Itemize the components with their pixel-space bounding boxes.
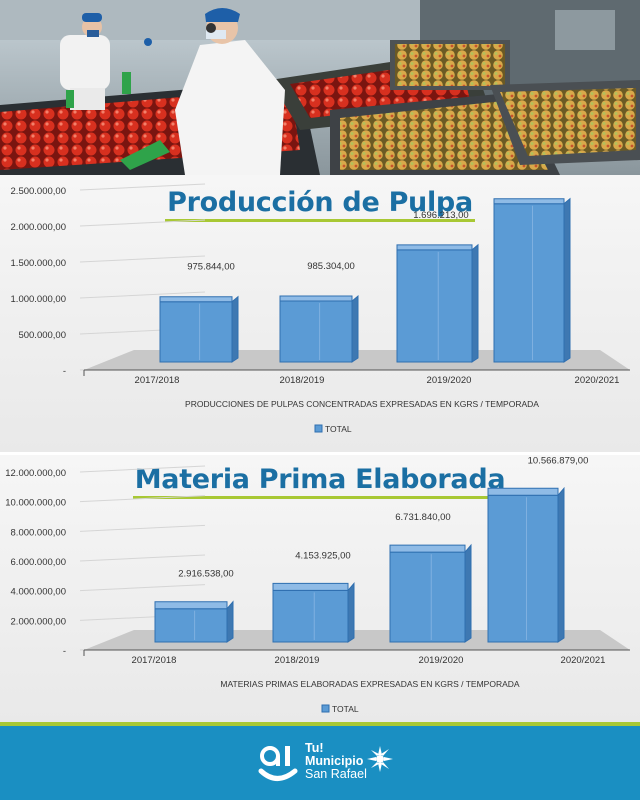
bar-side	[557, 486, 565, 643]
bar-side	[231, 295, 239, 363]
bar-top	[396, 244, 473, 251]
x-axis-title: PRODUCCIONES DE PULPAS CONCENTRADAS EXPR…	[185, 399, 539, 409]
bar-top	[487, 487, 559, 496]
legend-label: TOTAL	[332, 704, 359, 714]
bar-side	[471, 243, 479, 363]
y-tick-label: -	[63, 646, 66, 657]
x-category-label: 2019/2020	[427, 375, 472, 386]
x-category-label: 2020/2021	[575, 375, 620, 386]
gridline	[79, 465, 206, 473]
bar-top	[279, 295, 353, 302]
x-category-label: 2020/2021	[561, 655, 606, 666]
bar-side	[563, 197, 571, 363]
chart-panel-materia: Materia Prima Elaborada - 2.000.000,00 4.0…	[0, 455, 640, 723]
data-label: 10.566.879,00	[528, 455, 589, 466]
bar-front	[396, 249, 473, 363]
x-category-label: 2019/2020	[419, 655, 464, 666]
logo-line-2: Municipio	[305, 754, 364, 768]
bar-side	[226, 600, 234, 643]
data-label: 4.153.925,00	[295, 550, 350, 561]
bar-chart-materia: - 2.000.000,00 4.000.000,00 6.000.000,00 8.0…	[5, 455, 630, 714]
x-category-label: 2018/2019	[280, 375, 325, 386]
bar-top	[272, 582, 349, 591]
data-label: 985.304,00	[307, 261, 355, 272]
y-tick-label: 1.000.000,00	[11, 294, 66, 305]
bar-side	[351, 294, 359, 363]
y-tick-label: 4.000.000,00	[11, 587, 66, 598]
x-category-label: 2017/2018	[135, 375, 180, 386]
gridline	[79, 554, 206, 562]
bar-front	[487, 494, 559, 643]
bar-top	[154, 601, 228, 610]
legend-swatch	[321, 704, 330, 713]
splash-icon	[367, 746, 393, 772]
y-tick-label: 12.000.000,00	[5, 468, 66, 479]
gridline	[79, 291, 206, 299]
chart-title: Producción de Pulpa	[0, 187, 640, 222]
x-category-label: 2018/2019	[275, 655, 320, 666]
data-label: 1.696.213,00	[413, 210, 468, 221]
chart-panel-pulpa: Producción de Pulpa - 500.000,00 1.000.000…	[0, 175, 640, 452]
y-tick-label: 2.000.000,00	[11, 616, 66, 627]
logo-line-1: Tu!	[305, 741, 324, 755]
smiley-logo-icon	[258, 746, 298, 781]
chart-title: Materia Prima Elaborada	[0, 464, 640, 499]
x-category-label: 2017/2018	[132, 655, 177, 666]
footer-divider	[0, 722, 640, 726]
bar-side	[347, 582, 355, 643]
logo-line-3: San Rafael	[305, 767, 367, 781]
y-tick-label: 6.000.000,00	[11, 557, 66, 568]
y-tick-label: 2.500.000,00	[11, 186, 66, 197]
bar-front	[154, 608, 228, 643]
y-tick-label: 500.000,00	[18, 330, 66, 341]
bar-front	[272, 589, 349, 643]
bar-top	[159, 296, 233, 303]
bar-side	[464, 543, 472, 643]
y-tick-label: 10.000.000,00	[5, 498, 66, 509]
footer-bar: Tu! Municipio San Rafael	[0, 726, 640, 800]
gridline	[79, 495, 206, 503]
gridline	[79, 183, 206, 191]
header-photo	[0, 0, 640, 175]
bar-chart-pulpa: - 500.000,00 1.000.000,00 1.500.000,00 2.000…	[11, 183, 630, 434]
gridline	[79, 524, 206, 532]
data-label: 6.731.840,00	[395, 512, 450, 523]
legend-label: TOTAL	[325, 424, 352, 434]
bar-front	[493, 203, 565, 363]
gridline	[79, 584, 206, 592]
y-tick-label: -	[63, 366, 66, 377]
y-tick-label: 8.000.000,00	[11, 527, 66, 538]
gridline	[79, 255, 206, 263]
x-axis-title: MATERIAS PRIMAS ELABORADAS EXPRESADAS EN…	[220, 679, 519, 689]
legend-swatch	[314, 424, 323, 433]
y-tick-label: 2.000.000,00	[11, 222, 66, 233]
bar-front	[389, 551, 466, 643]
bar-top	[389, 544, 466, 553]
bar-front	[279, 300, 353, 363]
data-label: 975.844,00	[187, 262, 235, 273]
data-label: 2.916.538,00	[178, 569, 233, 580]
municipio-logo[interactable]: Tu! Municipio San Rafael	[255, 738, 395, 788]
gridline	[79, 219, 206, 227]
bar-front	[159, 301, 233, 363]
y-tick-label: 1.500.000,00	[11, 258, 66, 269]
bar-top	[493, 198, 565, 205]
